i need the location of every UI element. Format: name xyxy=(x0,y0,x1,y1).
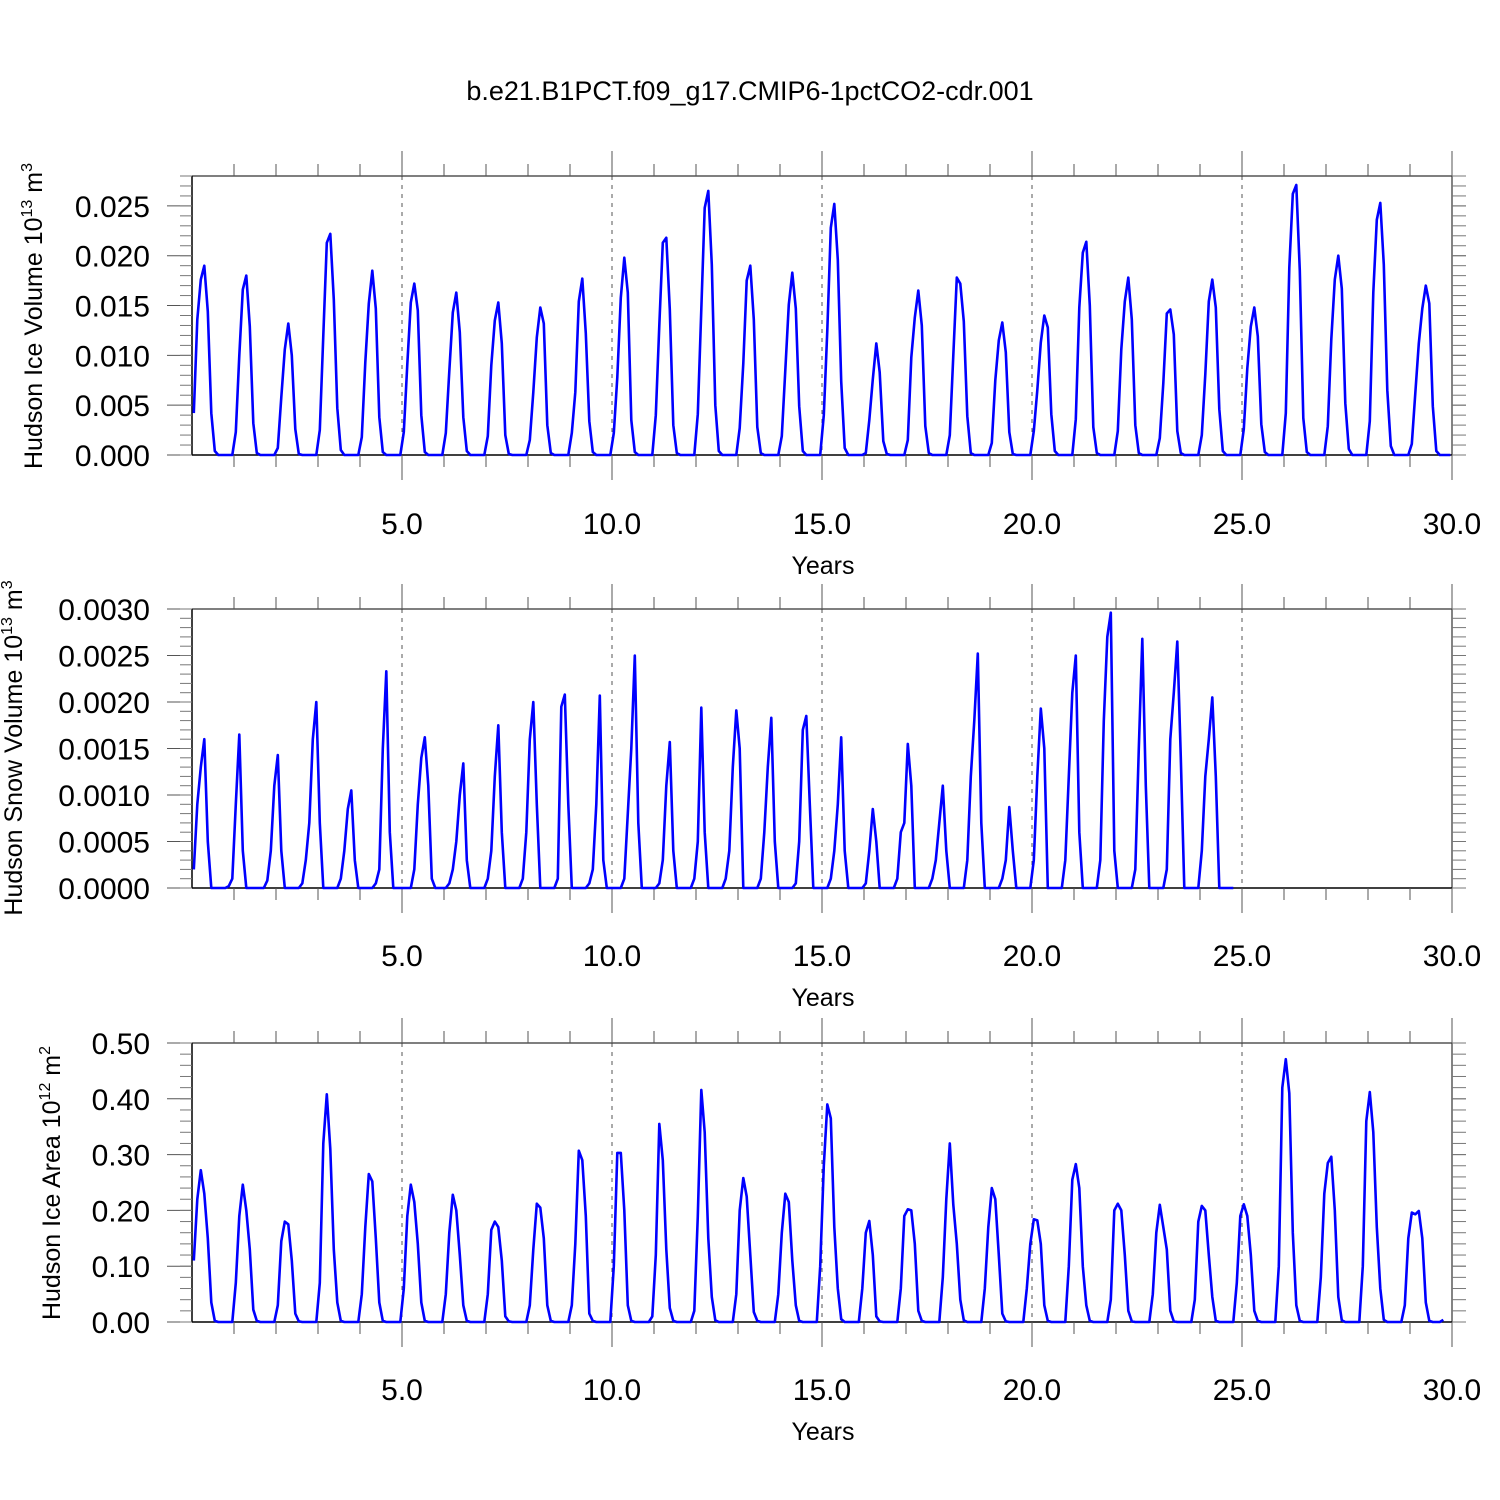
x-tick-label: 15.0 xyxy=(793,508,851,541)
y-tick-label: 0.005 xyxy=(75,390,150,423)
x-tick-label: 10.0 xyxy=(583,940,641,973)
x-tick-label: 5.0 xyxy=(381,940,423,973)
x-tick-label: 15.0 xyxy=(793,940,851,973)
x-tick-label: 10.0 xyxy=(583,1374,641,1407)
x-axis-label: Years xyxy=(791,1418,854,1446)
y-tick-label: 0.0030 xyxy=(58,594,150,627)
y-tick-label: 0.000 xyxy=(75,440,150,473)
snow-volume-panel: 0.0000 0.0005 0.0010 0.0015 0.0020 0.0025 0.00… xyxy=(0,580,1481,1012)
y-tick-label: 0.20 xyxy=(92,1195,150,1228)
x-tick-label: 20.0 xyxy=(1003,940,1061,973)
y-tick-label: 0.10 xyxy=(92,1251,150,1284)
x-tick-label: 20.0 xyxy=(1003,508,1061,541)
y-tick-label: 0.50 xyxy=(92,1028,150,1061)
ice-area-panel: 0.00 0.10 0.20 0.30 0.40 0.50 5.0 10.0 15.0 20.0 2… xyxy=(37,1018,1481,1446)
x-tick-label: 10.0 xyxy=(583,508,641,541)
y-tick-label: 0.0015 xyxy=(58,734,150,767)
y-tick-label: 0.40 xyxy=(92,1084,150,1117)
y-axis-label: Hudson Ice Volume 1013 m3 xyxy=(19,163,48,469)
x-tick-label: 5.0 xyxy=(381,1374,423,1407)
x-tick-label: 25.0 xyxy=(1213,940,1271,973)
y-tick-label: 0.015 xyxy=(75,291,150,324)
figure-title: b.e21.B1PCT.f09_g17.CMIP6-1pctCO2-cdr.00… xyxy=(466,76,1034,106)
x-tick-label: 25.0 xyxy=(1213,508,1271,541)
x-tick-label: 30.0 xyxy=(1423,1374,1481,1407)
y-tick-label: 0.0010 xyxy=(58,780,150,813)
x-tick-label: 30.0 xyxy=(1423,508,1481,541)
y-tick-label: 0.0025 xyxy=(58,641,150,674)
x-axis-label: Years xyxy=(791,984,854,1012)
y-tick-label: 0.0020 xyxy=(58,687,150,720)
y-tick-label: 0.00 xyxy=(92,1307,150,1340)
y-axis-label: Hudson Ice Area 1012 m2 xyxy=(37,1046,66,1320)
y-tick-label: 0.30 xyxy=(92,1140,150,1173)
y-tick-label: 0.025 xyxy=(75,191,150,224)
ice-volume-panel: 0.000 0.005 0.010 0.015 0.020 0.025 5.0 10.0 15.… xyxy=(19,151,1481,580)
y-tick-label: 0.010 xyxy=(75,340,150,373)
series-line xyxy=(192,611,1234,890)
x-tick-label: 20.0 xyxy=(1003,1374,1061,1407)
y-tick-label: 0.0000 xyxy=(58,873,150,906)
y-axis-label: Hudson Snow Volume 1013 m3 xyxy=(0,580,28,915)
x-tick-label: 5.0 xyxy=(381,508,423,541)
x-tick-label: 30.0 xyxy=(1423,940,1481,973)
x-tick-label: 25.0 xyxy=(1213,1374,1271,1407)
x-axis-label: Years xyxy=(791,552,854,580)
x-tick-label: 15.0 xyxy=(793,1374,851,1407)
y-tick-label: 0.020 xyxy=(75,241,150,274)
series-line xyxy=(192,183,1451,457)
y-tick-label: 0.0005 xyxy=(58,827,150,860)
series-line xyxy=(192,1057,1444,1324)
